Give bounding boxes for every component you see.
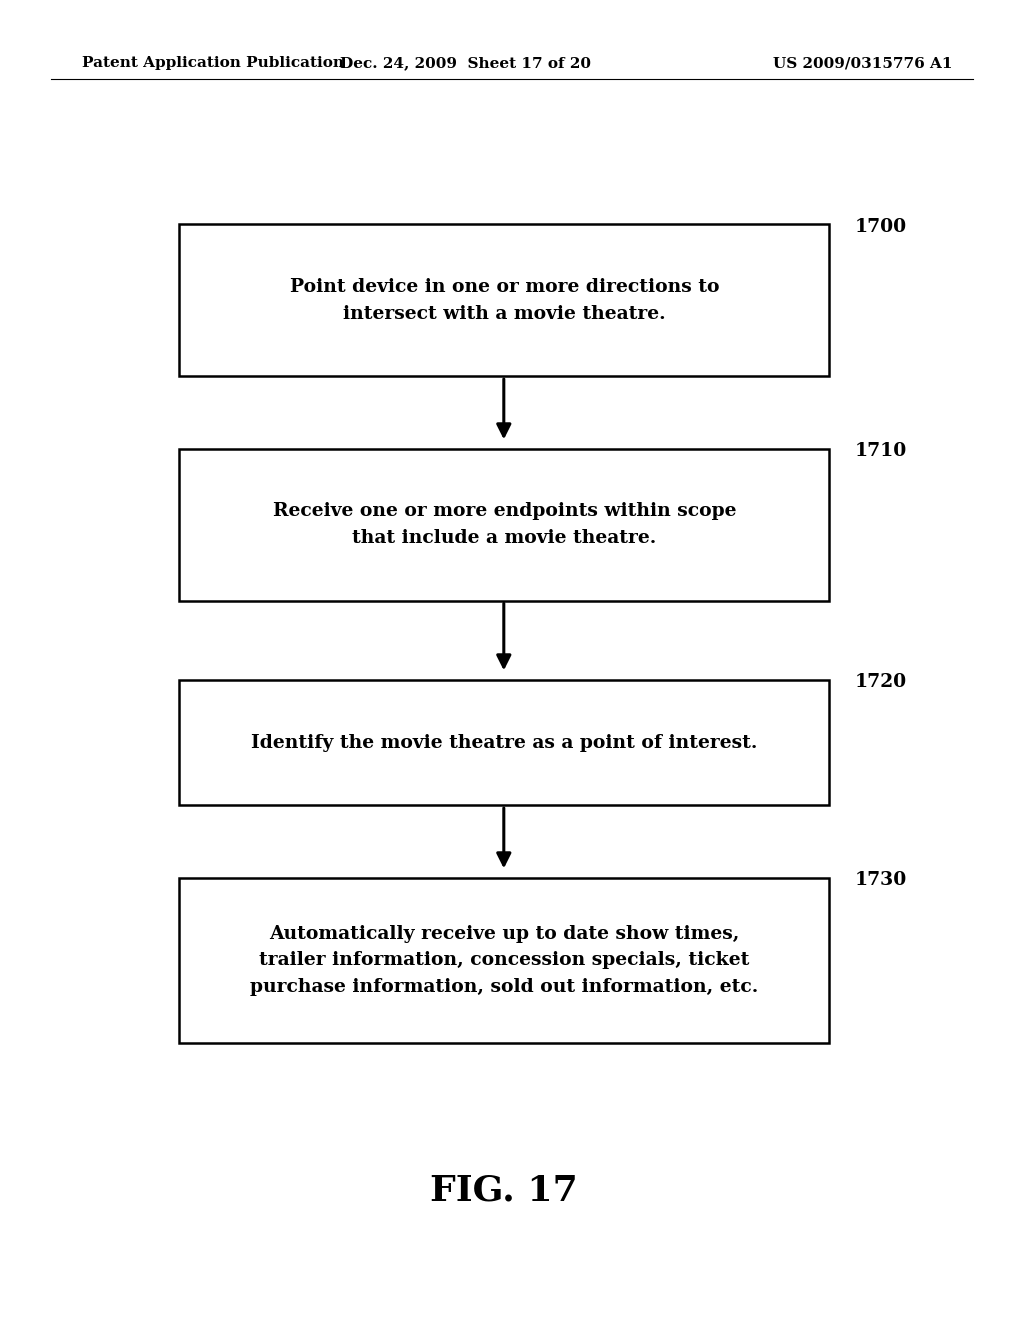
Text: Identify the movie theatre as a point of interest.: Identify the movie theatre as a point of… bbox=[251, 734, 758, 751]
Bar bbox=[179, 224, 829, 376]
Text: FIG. 17: FIG. 17 bbox=[430, 1173, 578, 1208]
Text: 1700: 1700 bbox=[855, 218, 907, 236]
Text: Point device in one or more directions to
intersect with a movie theatre.: Point device in one or more directions t… bbox=[290, 279, 719, 322]
Text: 1720: 1720 bbox=[855, 673, 907, 692]
Bar bbox=[179, 449, 829, 601]
Text: 1710: 1710 bbox=[855, 442, 907, 461]
Text: 1730: 1730 bbox=[855, 871, 907, 890]
Text: Automatically receive up to date show times,
trailer information, concession spe: Automatically receive up to date show ti… bbox=[250, 925, 759, 995]
Text: Receive one or more endpoints within scope
that include a movie theatre.: Receive one or more endpoints within sco… bbox=[272, 503, 736, 546]
Text: US 2009/0315776 A1: US 2009/0315776 A1 bbox=[773, 57, 952, 70]
Text: Dec. 24, 2009  Sheet 17 of 20: Dec. 24, 2009 Sheet 17 of 20 bbox=[340, 57, 592, 70]
Bar bbox=[179, 680, 829, 805]
Text: Patent Application Publication: Patent Application Publication bbox=[82, 57, 344, 70]
Bar bbox=[179, 878, 829, 1043]
